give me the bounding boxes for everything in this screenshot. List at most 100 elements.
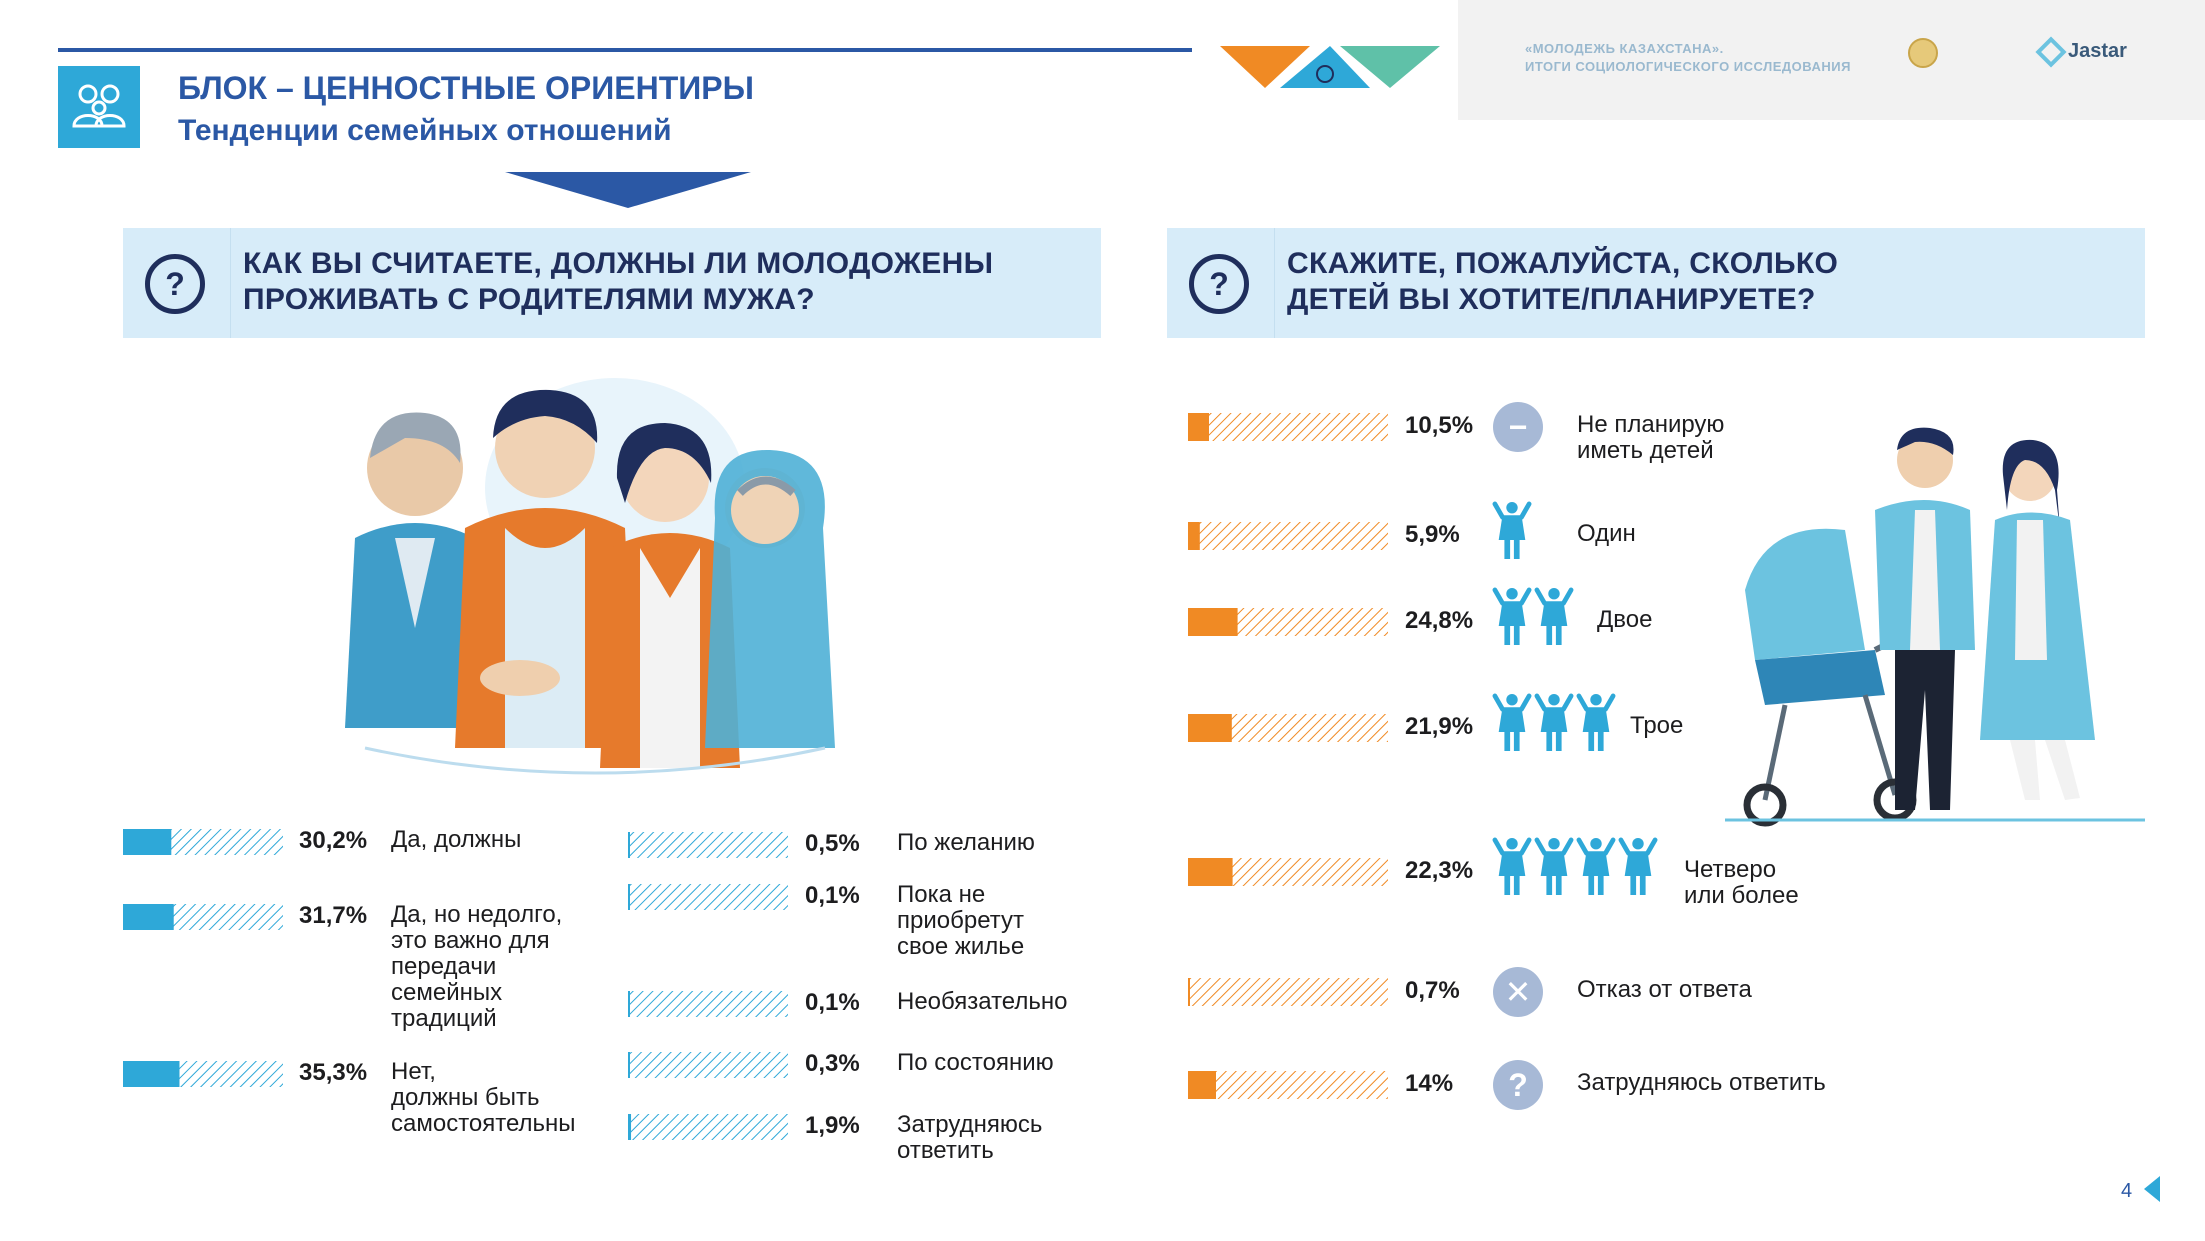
- block-title: БЛОК – ЦЕННОСТНЫЕ ОРИЕНТИРЫ: [178, 70, 754, 106]
- question-icon: ?: [145, 254, 205, 314]
- left-category-label-line: Да, должны: [391, 826, 522, 853]
- left-bar-fill: [628, 1052, 630, 1078]
- left-category-label-line: должны быть: [391, 1084, 540, 1111]
- left-category-label-line: семейных: [391, 979, 503, 1006]
- right-category-label: Четверо или более: [1684, 857, 1799, 909]
- child-icon: [1492, 837, 1532, 895]
- left-value-label: 0,5%: [805, 830, 860, 857]
- left-category-label: По состоянию: [897, 1050, 1054, 1076]
- left-category-label: Нет, должны быть самостоятельны: [391, 1059, 576, 1137]
- report-title-line1: «МОЛОДЕЖЬ КАЗАХСТАНА».: [1525, 41, 1724, 56]
- child-icon: [1492, 693, 1532, 751]
- child-icon: [1534, 587, 1574, 645]
- left-value-label: 0,1%: [805, 882, 860, 909]
- left-bar-track: [628, 884, 788, 910]
- right-bar-4: [1188, 858, 1388, 886]
- right-bar-track: [1188, 1071, 1388, 1099]
- couple-stroller-illustration: [1725, 427, 2145, 827]
- left-value-label: 35,3%: [299, 1059, 368, 1086]
- right-bar-3: [1188, 714, 1388, 742]
- question-left-line1: КАК ВЫ СЧИТАЕТЕ, ДОЛЖНЫ ЛИ МОЛОДОЖЕНЫ: [243, 247, 994, 280]
- left-value-label: 31,7%: [299, 902, 368, 929]
- left-bar-6: [628, 1052, 788, 1078]
- left-category-label-line: передачи: [391, 953, 497, 980]
- child-icon: [1576, 693, 1616, 751]
- right-value-label: 21,9%: [1405, 713, 1474, 740]
- right-category-label-line: или более: [1684, 882, 1799, 909]
- minus-icon: −: [1493, 402, 1543, 452]
- right-category-label-line: Затрудняюсь ответить: [1577, 1069, 1826, 1096]
- left-category-label-line: Пока не: [897, 881, 986, 908]
- jastar-logo: Jastar: [2035, 35, 2127, 68]
- left-bar-4: [628, 884, 788, 910]
- left-category-label: Необязательно: [897, 989, 1067, 1015]
- left-bar-fill: [628, 991, 630, 1017]
- left-category-label: По желанию: [897, 830, 1035, 856]
- left-category-label: Да, должны: [391, 827, 521, 853]
- question-divider: [230, 228, 231, 338]
- right-category-label: Затрудняюсь ответить: [1577, 1070, 1826, 1096]
- question-icon: ?: [1189, 254, 1249, 314]
- child-icon: [1576, 837, 1616, 895]
- left-bar-track: [628, 991, 788, 1017]
- right-value-label: 10,5%: [1405, 412, 1474, 439]
- left-category-label: Да, но недолго, это важно для передачи семе…: [391, 902, 562, 1032]
- page-marker-icon: [2144, 1176, 2160, 1202]
- left-bar-track: [628, 1114, 788, 1140]
- right-bar-track: [1188, 522, 1388, 550]
- left-category-label: Пока не приобретут свое жилье: [897, 882, 1024, 960]
- right-category-label: Отказ от ответа: [1577, 977, 1752, 1003]
- left-bar-7: [628, 1114, 788, 1140]
- block-subtitle: Тенденции семейных отношений: [178, 114, 672, 147]
- question-icon: ?: [1493, 1060, 1543, 1110]
- right-bar-0: [1188, 413, 1388, 441]
- left-bar-fill: [628, 884, 630, 910]
- left-category-label-line: Необязательно: [897, 988, 1068, 1015]
- question-left-text: КАК ВЫ СЧИТАЕТЕ, ДОЛЖНЫ ЛИ МОЛОДОЖЕНЫ ПР…: [243, 246, 993, 318]
- right-category-label-line: Четверо: [1684, 856, 1777, 883]
- left-category-label-line: приобретут: [897, 907, 1024, 934]
- left-category-label-line: ответить: [897, 1137, 994, 1164]
- right-category-label-line: Не планирую: [1577, 411, 1725, 438]
- header-ornament: [1220, 46, 1440, 88]
- right-category-label-line: Один: [1577, 520, 1636, 547]
- right-bar-5: [1188, 978, 1388, 1006]
- question-right-text: СКАЖИТЕ, ПОЖАЛУЙСТА, СКОЛЬКО ДЕТЕЙ ВЫ ХО…: [1287, 246, 1838, 318]
- children-pictogram: [1492, 587, 1574, 645]
- right-bar-1: [1188, 522, 1388, 550]
- question-right-line2: ДЕТЕЙ ВЫ ХОТИТЕ/ПЛАНИРУЕТЕ?: [1287, 283, 1816, 316]
- header-rule: [58, 48, 1192, 52]
- header-strip: [1458, 0, 2205, 120]
- left-category-label-line: Нет,: [391, 1058, 436, 1085]
- children-pictogram: [1492, 501, 1532, 559]
- right-category-label-line: Отказ от ответа: [1577, 976, 1752, 1003]
- left-bar-fill: [123, 904, 174, 930]
- section-pointer: [505, 172, 751, 208]
- report-title-line2: ИТОГИ СОЦИОЛОГИЧЕСКОГО ИССЛЕДОВАНИЯ: [1525, 59, 1851, 74]
- child-icon: [1492, 587, 1532, 645]
- right-bar-track: [1188, 978, 1388, 1006]
- left-value-label: 30,2%: [299, 827, 368, 854]
- left-bar-fill: [123, 1061, 180, 1087]
- left-bar-track: [628, 1052, 788, 1078]
- left-bar-2: [123, 1061, 283, 1087]
- question-left-line2: ПРОЖИВАТЬ С РОДИТЕЛЯМИ МУЖА?: [243, 283, 815, 316]
- left-value-label: 0,1%: [805, 989, 860, 1016]
- child-icon: [1492, 501, 1532, 559]
- right-category-label: Трое: [1630, 713, 1683, 739]
- right-bar-2: [1188, 608, 1388, 636]
- right-bar-fill: [1188, 413, 1209, 441]
- page-number: 4: [2121, 1180, 2133, 1202]
- left-bar-5: [628, 991, 788, 1017]
- left-category-label: Затрудняюсь ответить: [897, 1112, 1042, 1164]
- right-value-label: 24,8%: [1405, 607, 1474, 634]
- right-bar-fill: [1188, 1071, 1216, 1099]
- left-bar-fill: [123, 829, 172, 855]
- left-category-label-line: самостоятельны: [391, 1110, 576, 1137]
- right-bar-6: [1188, 1071, 1388, 1099]
- left-bar-track: [628, 832, 788, 858]
- state-emblem-icon: [1908, 38, 1938, 68]
- left-category-label-line: По состоянию: [897, 1049, 1054, 1076]
